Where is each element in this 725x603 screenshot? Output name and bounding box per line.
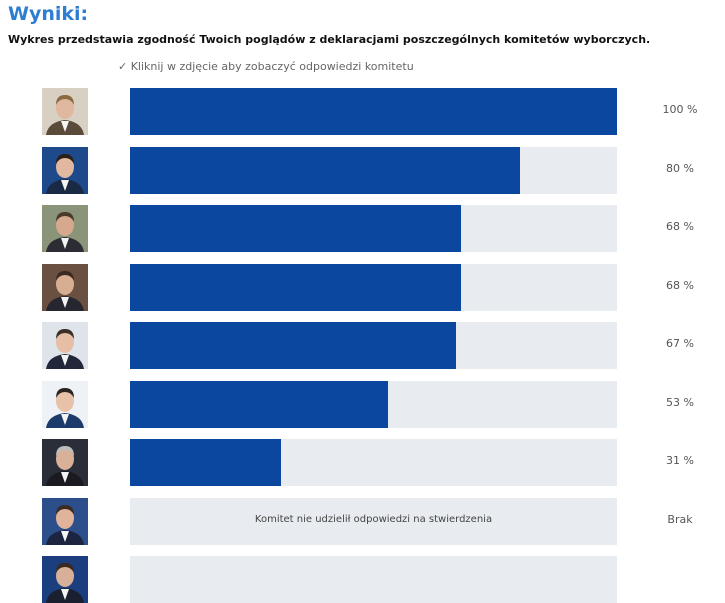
result-row: 67 % (0, 322, 725, 369)
bar-track (130, 263, 617, 311)
results-title: Wyniki: (8, 3, 89, 25)
match-percent-label: 67 % (666, 337, 694, 350)
bar-track (130, 380, 617, 428)
committee-photo[interactable] (42, 146, 88, 194)
bar (130, 88, 617, 135)
bar-track (130, 439, 617, 486)
result-row (0, 556, 725, 603)
match-percent-label: 100 % (662, 103, 698, 116)
bar-track (130, 146, 617, 194)
committee-photo[interactable] (42, 88, 88, 135)
committee-photo[interactable] (42, 556, 88, 603)
bar-track: Komitet nie udzielił odpowiedzi na stwie… (130, 497, 617, 545)
committee-photo[interactable] (42, 263, 88, 311)
result-row: 68 % (0, 205, 725, 252)
committee-photo[interactable] (42, 380, 88, 428)
bar-track (130, 322, 617, 369)
bar (130, 205, 462, 252)
match-percent-label: 31 % (666, 454, 694, 467)
match-percent-label: 68 % (666, 220, 694, 233)
match-percent-label: Brak (667, 512, 693, 526)
bar-track (130, 556, 617, 603)
result-row: 100 % (0, 88, 725, 135)
result-row: Komitet nie udzielił odpowiedzi na stwie… (0, 497, 725, 545)
result-row: 68 % (0, 263, 725, 311)
bar (130, 380, 389, 428)
bar (130, 146, 520, 194)
bar (130, 322, 457, 369)
no-answer-note: Komitet nie udzielił odpowiedzi na stwie… (254, 513, 493, 525)
match-percent-label: 53 % (666, 395, 694, 409)
committee-photo[interactable] (42, 439, 88, 486)
bar-track (130, 88, 617, 135)
bar-track (130, 205, 617, 252)
bar (130, 439, 281, 486)
committee-photo[interactable] (42, 322, 88, 369)
result-row: 31 % (0, 439, 725, 486)
match-percent-label: 68 % (666, 278, 694, 292)
result-row: 80 % (0, 146, 725, 194)
committee-photo[interactable] (42, 205, 88, 252)
bar (130, 263, 462, 311)
results-subtitle: Wykres przedstawia zgodność Twoich poglą… (8, 33, 651, 46)
match-percent-label: 80 % (666, 161, 694, 175)
committee-photo[interactable] (42, 497, 88, 545)
click-hint: ✓ Kliknij w zdjęcie aby zobaczyć odpowie… (118, 60, 414, 73)
result-row: 53 % (0, 380, 725, 428)
